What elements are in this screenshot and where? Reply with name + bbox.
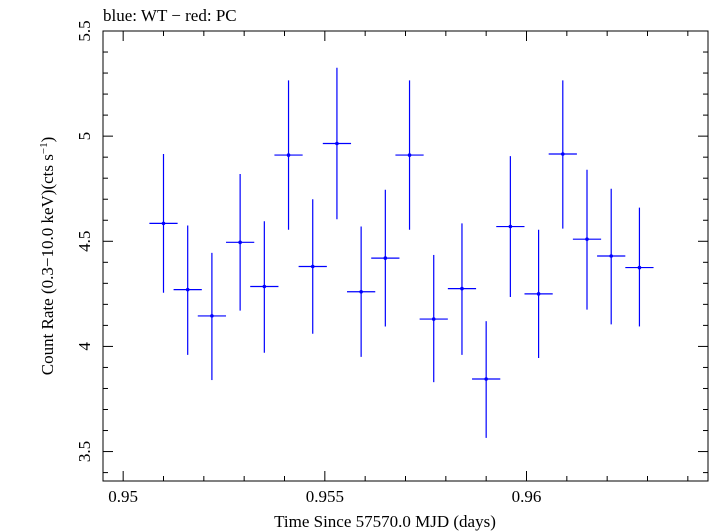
point-marker — [238, 240, 242, 245]
point-marker — [585, 237, 589, 241]
y-tick-label: 3.5 — [75, 441, 94, 462]
point-marker — [460, 286, 464, 291]
y-axis-label-end: ) — [38, 137, 57, 143]
x-axis-ticks: 0.95 0.955 0.96 — [108, 31, 689, 506]
point-marker — [407, 153, 412, 157]
data-point — [298, 199, 327, 334]
data-point — [625, 207, 654, 327]
y-axis-ticks: 3.5 4 4.5 5 5.5 — [75, 20, 708, 474]
y-tick-label: 5.5 — [75, 20, 94, 41]
data-point — [149, 154, 178, 293]
data-point — [274, 80, 303, 230]
data-point — [447, 223, 477, 355]
x-tick-label: 0.95 — [108, 487, 138, 506]
data-point — [322, 67, 352, 220]
data-series-wt — [149, 67, 654, 438]
point-marker — [536, 292, 541, 296]
y-axis-label: Count Rate (0.3−10.0 keV)(cts s−1) — [38, 137, 57, 376]
x-axis-label: Time Since 57570.0 MJD (days) — [274, 512, 496, 531]
data-point — [197, 252, 227, 381]
chart-title: blue: WT − red: PC — [103, 6, 237, 25]
point-marker — [210, 314, 214, 318]
x-tick-label: 0.955 — [306, 487, 344, 506]
point-marker — [609, 254, 613, 258]
data-point — [250, 221, 279, 353]
data-point — [548, 80, 577, 229]
point-marker — [335, 141, 339, 146]
point-marker — [431, 317, 436, 321]
x-tick-label: 0.96 — [512, 487, 542, 506]
y-tick-label: 5 — [75, 132, 94, 141]
point-marker — [161, 221, 166, 226]
point-marker — [310, 264, 315, 269]
data-point — [419, 254, 448, 383]
data-point — [472, 321, 501, 438]
data-point — [395, 80, 424, 230]
data-point — [347, 226, 376, 357]
data-point — [524, 229, 553, 358]
point-marker — [508, 224, 513, 229]
data-point — [371, 189, 400, 327]
data-point — [496, 156, 525, 298]
point-marker — [359, 289, 363, 294]
y-tick-label: 4.5 — [75, 231, 94, 252]
data-point — [173, 225, 202, 355]
data-point — [597, 188, 626, 325]
y-tick-label: 4 — [75, 342, 94, 351]
point-marker — [637, 265, 642, 270]
y-axis-label-main: Count Rate (0.3−10.0 keV)(cts s — [38, 154, 57, 375]
data-point — [572, 169, 602, 310]
point-marker — [262, 284, 267, 289]
point-marker — [383, 256, 388, 260]
point-marker — [286, 153, 291, 157]
point-marker — [185, 287, 190, 292]
data-point — [226, 173, 255, 311]
y-axis-label-sup: −1 — [38, 142, 50, 154]
point-marker — [484, 377, 488, 381]
point-marker — [561, 152, 565, 156]
